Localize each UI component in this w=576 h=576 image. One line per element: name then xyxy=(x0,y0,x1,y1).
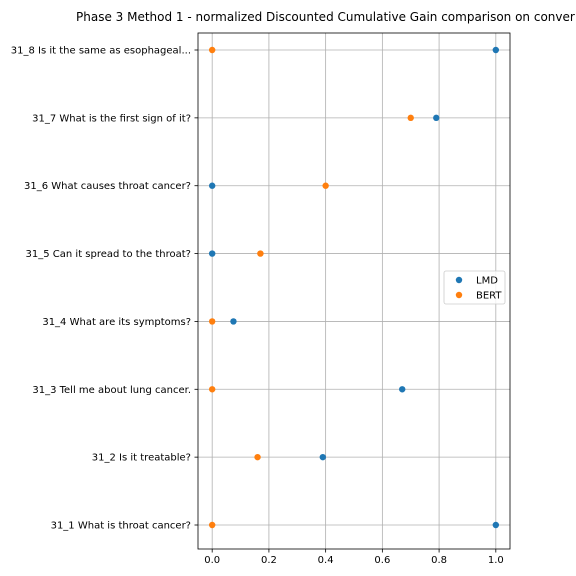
point-lmd-5 xyxy=(208,250,216,257)
legend-marker-bert xyxy=(455,291,463,299)
point-bert-1 xyxy=(208,521,216,529)
plot-frame xyxy=(197,32,511,550)
y-tick-label: 31_1 What is throat cancer? xyxy=(51,521,191,532)
point-bert-4 xyxy=(208,318,216,325)
point-bert-3 xyxy=(208,386,216,393)
point-bert-5 xyxy=(257,250,264,257)
x-tick-label: 0.0 xyxy=(204,555,220,566)
point-bert-7 xyxy=(407,114,414,122)
legend-marker-lmd xyxy=(455,276,463,284)
x-tick-label: 1.0 xyxy=(488,555,504,566)
point-bert-6 xyxy=(322,182,329,189)
point-bert-2 xyxy=(254,453,261,461)
x-tick-label: 0.2 xyxy=(261,555,277,566)
x-tick-label: 0.8 xyxy=(431,555,447,566)
point-lmd-4 xyxy=(230,318,237,325)
x-tick-label: 0.6 xyxy=(374,555,390,566)
y-tick-label: 31_7 What is the first sign of it? xyxy=(32,113,191,124)
y-tick-label: 31_8 Is it the same as esophageal... xyxy=(11,46,191,57)
x-tick-label: 0.4 xyxy=(318,555,334,566)
point-bert-8 xyxy=(208,46,216,54)
point-lmd-3 xyxy=(399,386,406,393)
point-lmd-6 xyxy=(208,182,216,189)
y-tick-label: 31_6 What causes throat cancer? xyxy=(24,181,191,192)
y-tick-label: 31_3 Tell me about lung cancer. xyxy=(32,385,191,396)
y-tick-label: 31_2 Is it treatable? xyxy=(92,453,191,464)
point-lmd-8 xyxy=(492,46,500,54)
point-lmd-2 xyxy=(319,453,326,461)
point-lmd-1 xyxy=(492,521,500,529)
axis-ticks: 0.0 0.2 0.4 0.6 0.8 1.0 31_1 What is throat ca… xyxy=(11,46,504,567)
y-tick-label: 31_5 Can it spread to the throat? xyxy=(26,249,191,260)
y-tick-label: 31_4 What are its symptoms? xyxy=(42,317,191,328)
chart-title: Phase 3 Method 1 - normalized Discounted… xyxy=(76,10,575,24)
point-lmd-7 xyxy=(433,114,440,122)
legend-label-lmd: LMD xyxy=(476,276,498,287)
data-points xyxy=(208,46,500,529)
legend: LMD BERT xyxy=(443,270,506,305)
legend-label-bert: BERT xyxy=(476,291,502,302)
